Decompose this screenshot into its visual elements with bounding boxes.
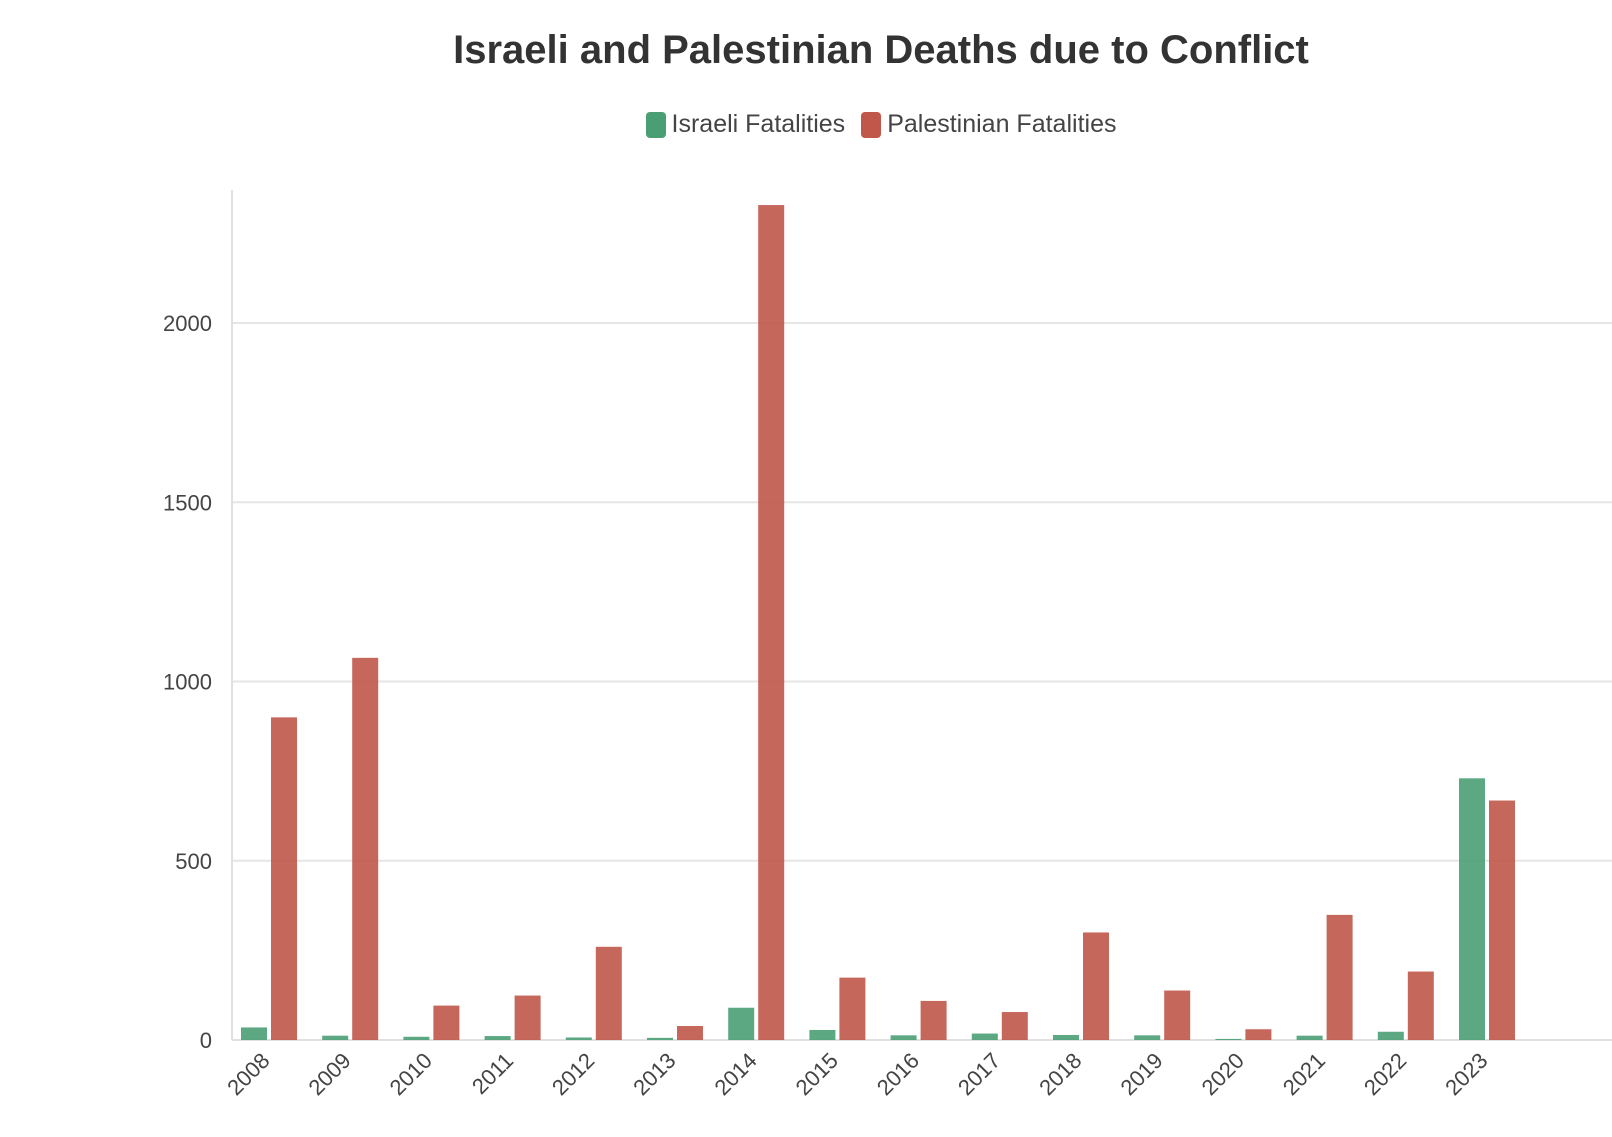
israeli-bar-2008[interactable] <box>241 1027 267 1040</box>
legend-item-palestinian[interactable]: Palestinian Fatalities <box>861 110 1116 139</box>
palestinian-bar-2009[interactable] <box>352 657 379 1040</box>
israeli-bar-2020[interactable] <box>1215 1038 1242 1040</box>
y-tick-label-1500: 1500 <box>163 490 212 515</box>
palestinian-bar-2011[interactable] <box>514 995 541 1040</box>
x-tick-label-2022: 2022 <box>1359 1048 1411 1100</box>
legend-label-israeli: Israeli Fatalities <box>671 110 846 138</box>
palestinian-bar-2020[interactable] <box>1245 1029 1272 1040</box>
palestinian-bar-2012[interactable] <box>595 946 622 1040</box>
x-tick-label-2017: 2017 <box>953 1048 1005 1100</box>
x-tick-label-2019: 2019 <box>1115 1048 1167 1100</box>
israeli-bar-2016[interactable] <box>890 1035 917 1040</box>
x-tick-label-2012: 2012 <box>547 1048 599 1100</box>
legend-item-israeli[interactable]: Israeli Fatalities <box>645 110 846 139</box>
palestinian-bar-2008[interactable] <box>271 717 297 1040</box>
palestinian-bar-2021[interactable] <box>1326 914 1353 1040</box>
israeli-bar-2010[interactable] <box>403 1036 430 1040</box>
chart-title: Israeli and Palestinian Deaths due to Co… <box>453 28 1309 72</box>
y-tick-label-2000: 2000 <box>163 311 212 336</box>
x-tick-label-2020: 2020 <box>1197 1048 1249 1100</box>
palestinian-bar-2019[interactable] <box>1164 990 1191 1040</box>
y-tick-label-1000: 1000 <box>163 670 212 695</box>
x-tick-label-2013: 2013 <box>628 1048 680 1100</box>
y-tick-label-0: 0 <box>200 1028 212 1053</box>
y-tick-label-500: 500 <box>175 849 212 874</box>
israeli-bar-2018[interactable] <box>1053 1034 1079 1040</box>
palestinian-bar-2017[interactable] <box>1001 1012 1028 1040</box>
x-tick-label-2023: 2023 <box>1440 1048 1492 1100</box>
x-tick-label-2015: 2015 <box>791 1048 843 1100</box>
x-tick-label-2009: 2009 <box>303 1048 355 1100</box>
legend-swatch-israeli <box>645 111 666 138</box>
palestinian-bar-2023[interactable] <box>1489 800 1515 1040</box>
legend-swatch-palestinian <box>861 111 882 138</box>
israeli-bar-2014[interactable] <box>728 1007 755 1040</box>
palestinian-bar-2016[interactable] <box>920 1000 947 1040</box>
legend: Israeli Fatalities Palestinian Fatalitie… <box>0 110 1612 139</box>
israeli-bar-2012[interactable] <box>565 1037 592 1040</box>
x-tick-label-2018: 2018 <box>1034 1048 1086 1100</box>
israeli-bar-2011[interactable] <box>484 1036 511 1040</box>
palestinian-bar-2013[interactable] <box>677 1026 703 1040</box>
x-tick-label-2011: 2011 <box>467 1048 518 1099</box>
palestinian-bar-2014[interactable] <box>758 205 785 1041</box>
palestinian-bar-2010[interactable] <box>433 1005 460 1040</box>
x-tick-label-2014: 2014 <box>709 1048 761 1100</box>
legend-label-palestinian: Palestinian Fatalities <box>887 110 1117 138</box>
israeli-bar-2013[interactable] <box>647 1037 673 1040</box>
x-tick-label-2008: 2008 <box>222 1048 274 1100</box>
israeli-bar-2015[interactable] <box>809 1029 836 1040</box>
israeli-bar-2019[interactable] <box>1134 1035 1161 1040</box>
x-tick-label-2010: 2010 <box>385 1048 437 1100</box>
palestinian-bar-2018[interactable] <box>1083 932 1109 1040</box>
israeli-bar-2009[interactable] <box>322 1035 349 1040</box>
israeli-bar-2017[interactable] <box>971 1033 998 1040</box>
israeli-bar-2022[interactable] <box>1377 1031 1404 1040</box>
israeli-bar-2021[interactable] <box>1296 1035 1323 1040</box>
x-tick-label-2016: 2016 <box>872 1048 924 1100</box>
palestinian-bar-2022[interactable] <box>1407 971 1434 1040</box>
palestinian-bar-2015[interactable] <box>839 977 866 1040</box>
x-tick-label-2021: 2021 <box>1278 1048 1330 1100</box>
israeli-bar-2023[interactable] <box>1459 778 1485 1040</box>
